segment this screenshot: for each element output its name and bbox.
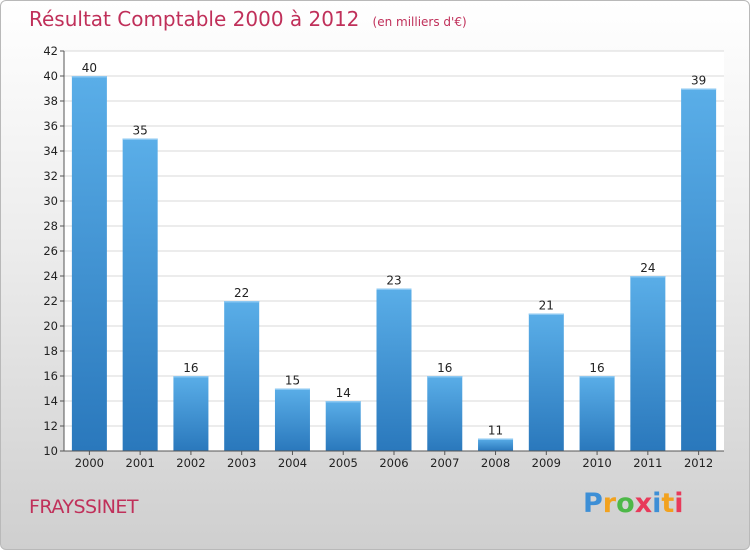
y-tick-label-12: 12 xyxy=(43,419,58,433)
proxiti-logo: Proxiti xyxy=(583,488,684,519)
y-tick-label-16: 16 xyxy=(43,369,58,383)
y-tick-label-24: 24 xyxy=(43,269,58,283)
bar-2008 xyxy=(478,438,514,451)
bar-2004 xyxy=(274,388,310,451)
x-tick-label-2011: 2011 xyxy=(633,456,662,470)
x-tick-label-2005: 2005 xyxy=(329,456,358,470)
bar-highlight-2008 xyxy=(478,438,514,440)
bar-2002 xyxy=(173,376,209,451)
bar-2005 xyxy=(325,401,361,451)
bar-label-2004: 15 xyxy=(285,374,300,388)
bar-highlight-2006 xyxy=(376,288,412,290)
bar-2000 xyxy=(71,76,107,451)
chart-title: Résultat Comptable 2000 à 2012 xyxy=(29,7,360,31)
y-tick-label-36: 36 xyxy=(43,119,58,133)
y-tick-label-22: 22 xyxy=(43,294,58,308)
y-tick-label-10: 10 xyxy=(43,444,58,458)
x-tick-label-2003: 2003 xyxy=(227,456,256,470)
x-tick-label-2008: 2008 xyxy=(481,456,510,470)
bar-2006 xyxy=(376,288,412,451)
y-tick-label-26: 26 xyxy=(43,244,58,258)
y-tick-label-18: 18 xyxy=(43,344,58,358)
bar-label-2006: 23 xyxy=(386,274,401,288)
bar-label-2002: 16 xyxy=(183,361,198,375)
bar-label-2011: 24 xyxy=(640,261,655,275)
commune-name: FRAYSSINET xyxy=(29,496,139,518)
logo-letter: i xyxy=(674,488,684,519)
chart-title-block: Résultat Comptable 2000 à 2012 (en milli… xyxy=(29,7,467,31)
bar-label-2003: 22 xyxy=(234,286,249,300)
logo-letter: P xyxy=(583,488,603,519)
x-tick-label-2006: 2006 xyxy=(379,456,408,470)
y-tick-label-20: 20 xyxy=(43,319,58,333)
bar-2009 xyxy=(528,313,564,451)
x-tick-label-2004: 2004 xyxy=(278,456,307,470)
y-tick-label-14: 14 xyxy=(43,394,58,408)
bar-2011 xyxy=(630,276,666,451)
bar-label-2001: 35 xyxy=(133,124,148,138)
y-tick-label-42: 42 xyxy=(43,44,58,58)
logo-letter: x xyxy=(634,488,653,519)
bar-2003 xyxy=(224,301,260,451)
x-tick-label-2007: 2007 xyxy=(430,456,459,470)
y-tick-label-28: 28 xyxy=(43,219,58,233)
y-tick-label-38: 38 xyxy=(43,94,58,108)
bar-highlight-2001 xyxy=(122,138,158,140)
x-tick-label-2002: 2002 xyxy=(176,456,205,470)
y-tick-label-30: 30 xyxy=(43,194,58,208)
bars: 40 35 16 22 15 14 23 16 11 21 16 24 39 xyxy=(71,61,717,451)
y-tick-label-34: 34 xyxy=(43,144,58,158)
bar-highlight-2007 xyxy=(427,376,463,378)
bar-label-2010: 16 xyxy=(589,361,604,375)
bar-highlight-2004 xyxy=(274,388,310,390)
bar-label-2007: 16 xyxy=(437,361,452,375)
y-tick-label-40: 40 xyxy=(43,69,58,83)
bar-label-2012: 39 xyxy=(691,74,706,88)
bar-highlight-2009 xyxy=(528,313,564,315)
bar-label-2009: 21 xyxy=(539,299,554,313)
bar-2001 xyxy=(122,138,158,451)
bar-label-2000: 40 xyxy=(82,61,97,75)
bar-highlight-2010 xyxy=(579,376,615,378)
bar-label-2008: 11 xyxy=(488,424,503,438)
bar-highlight-2000 xyxy=(71,76,107,78)
logo-letter: t xyxy=(661,488,675,519)
x-tick-label-2010: 2010 xyxy=(582,456,611,470)
chart-subtitle: (en milliers d'€) xyxy=(372,15,467,29)
axes: 10 12 14 16 18 20 22 24 26 28 30 32 34 36 38 40 42 2000 20… xyxy=(43,44,724,470)
bar-highlight-2003 xyxy=(224,301,260,303)
bar-highlight-2011 xyxy=(630,276,666,278)
bar-highlight-2005 xyxy=(325,401,361,403)
logo-letter: i xyxy=(652,488,662,519)
logo-letter: o xyxy=(616,488,635,519)
x-tick-label-2012: 2012 xyxy=(684,456,713,470)
bar-2007 xyxy=(427,376,463,451)
x-tick-label-2000: 2000 xyxy=(75,456,104,470)
bar-highlight-2012 xyxy=(681,88,717,90)
bar-2010 xyxy=(579,376,615,451)
bar-highlight-2002 xyxy=(173,376,209,378)
x-tick-label-2001: 2001 xyxy=(126,456,155,470)
y-tick-label-32: 32 xyxy=(43,169,58,183)
bar-label-2005: 14 xyxy=(336,386,351,400)
bar-2012 xyxy=(681,88,717,451)
x-tick-label-2009: 2009 xyxy=(532,456,561,470)
logo-letter: r xyxy=(602,488,617,519)
